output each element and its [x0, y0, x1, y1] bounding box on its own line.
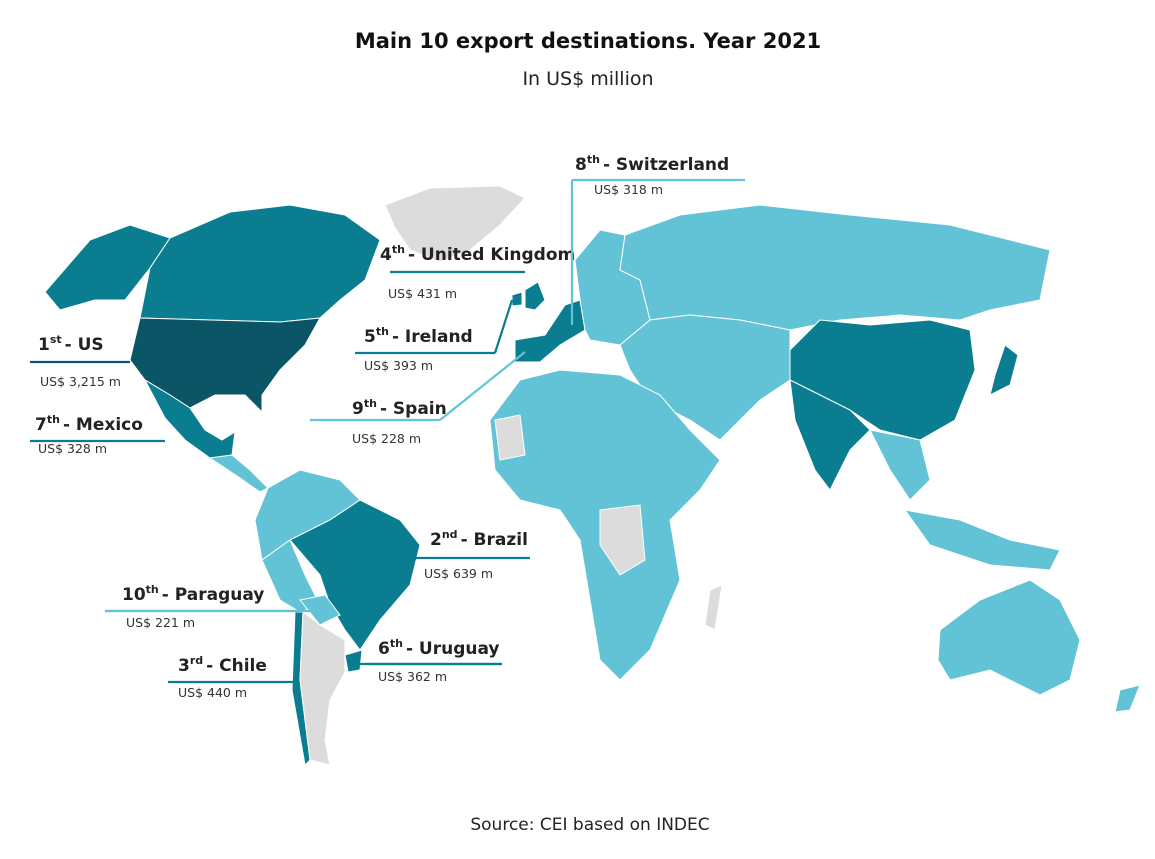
united-kingdom	[524, 281, 546, 311]
export-value: US$ 431 m	[388, 286, 457, 301]
mexico	[143, 378, 236, 459]
country-name: - Uruguay	[406, 639, 500, 659]
rank-suffix: th	[47, 413, 60, 426]
destination-label: 7th - Mexico US$ 328 m	[30, 413, 165, 456]
export-value: US$ 362 m	[378, 669, 447, 684]
export-value: US$ 639 m	[424, 566, 493, 581]
japan	[989, 344, 1019, 396]
rank-suffix: nd	[442, 528, 458, 541]
country-name: - Spain	[380, 399, 447, 419]
destination-label: 10th - Paraguay US$ 221 m	[105, 583, 318, 630]
country-name: - Switzerland	[603, 155, 729, 175]
country-name: - Brazil	[461, 530, 528, 550]
africa-grey	[494, 414, 646, 576]
asia-north	[619, 204, 1051, 331]
rank-suffix: th	[364, 397, 377, 410]
australia	[937, 579, 1081, 696]
rank: 7	[35, 415, 47, 435]
ireland	[511, 291, 523, 307]
destination-label: 3rd - Chile US$ 440 m	[168, 654, 298, 700]
rank-suffix: st	[50, 333, 62, 346]
destination-title: 7th - Mexico	[35, 413, 143, 435]
rank: 5	[364, 327, 376, 347]
rank: 2	[430, 530, 442, 550]
india	[789, 379, 871, 491]
leader-line	[493, 299, 514, 354]
destination-title: 10th - Paraguay	[122, 583, 264, 605]
export-value: US$ 221 m	[126, 615, 195, 630]
destination-title: 6th - Uruguay	[378, 637, 500, 659]
source: Source: CEI based on INDEC	[470, 815, 709, 835]
destination-label: 2nd - Brazil US$ 639 m	[415, 528, 530, 581]
destination-label: 6th - Uruguay US$ 362 m	[350, 637, 502, 684]
rank-suffix: th	[376, 325, 389, 338]
southeast-asia	[869, 429, 1061, 571]
country-name: - Paraguay	[162, 585, 265, 605]
subtitle: In US$ million	[522, 68, 653, 90]
destination-label: 4th - United Kingdom US$ 431 m	[380, 243, 575, 301]
rank-suffix: rd	[190, 654, 203, 667]
rank: 9	[352, 399, 364, 419]
world-map	[44, 185, 1141, 767]
export-value: US$ 393 m	[364, 358, 433, 373]
country-name: - United Kingdom	[408, 245, 575, 265]
destination-label: 9th - Spain US$ 228 m	[310, 351, 526, 446]
rank-suffix: th	[392, 243, 405, 256]
export-value: US$ 228 m	[352, 431, 421, 446]
destination-title: 2nd - Brazil	[430, 528, 528, 550]
destination-title: 8th - Switzerland	[575, 153, 729, 175]
destination-title: 9th - Spain	[352, 397, 447, 419]
rank: 6	[378, 639, 390, 659]
destination-label: 5th - Ireland US$ 393 m	[355, 299, 514, 373]
rank: 10	[122, 585, 146, 605]
destination-title: 3rd - Chile	[178, 654, 267, 676]
rank-suffix: th	[587, 153, 600, 166]
destination-title: 5th - Ireland	[364, 325, 473, 347]
central-america	[208, 454, 269, 493]
export-value: US$ 328 m	[38, 441, 107, 456]
country-name: - Chile	[206, 656, 267, 676]
rank-suffix: th	[146, 583, 159, 596]
uruguay	[344, 649, 363, 673]
greenland	[384, 185, 526, 263]
destination-title: 1st - US	[38, 333, 104, 355]
paraguay	[299, 594, 341, 626]
rank-suffix: th	[390, 637, 403, 650]
argentina	[299, 611, 346, 766]
canada	[139, 204, 381, 323]
rank: 4	[380, 245, 392, 265]
rank: 1	[38, 335, 50, 355]
title: Main 10 export destinations. Year 2021	[355, 29, 821, 53]
rank: 8	[575, 155, 587, 175]
rank: 3	[178, 656, 190, 676]
export-value: US$ 3,215 m	[40, 374, 121, 389]
country-name: - Mexico	[63, 415, 143, 435]
destination-title: 4th - United Kingdom	[380, 243, 575, 265]
new-zealand	[1114, 684, 1141, 713]
leader-line	[439, 351, 526, 421]
export-value: US$ 440 m	[178, 685, 247, 700]
destination-label: 1st - US US$ 3,215 m	[30, 333, 130, 389]
export-value: US$ 318 m	[594, 182, 663, 197]
country-name: - Ireland	[392, 327, 473, 347]
destination-labels: 1st - US US$ 3,215 m 2nd - Brazil US$ 639 m 3r…	[30, 153, 745, 700]
destination-label: 8th - Switzerland US$ 318 m	[570, 153, 745, 325]
madagascar	[704, 584, 723, 631]
country-name: - US	[65, 335, 104, 355]
